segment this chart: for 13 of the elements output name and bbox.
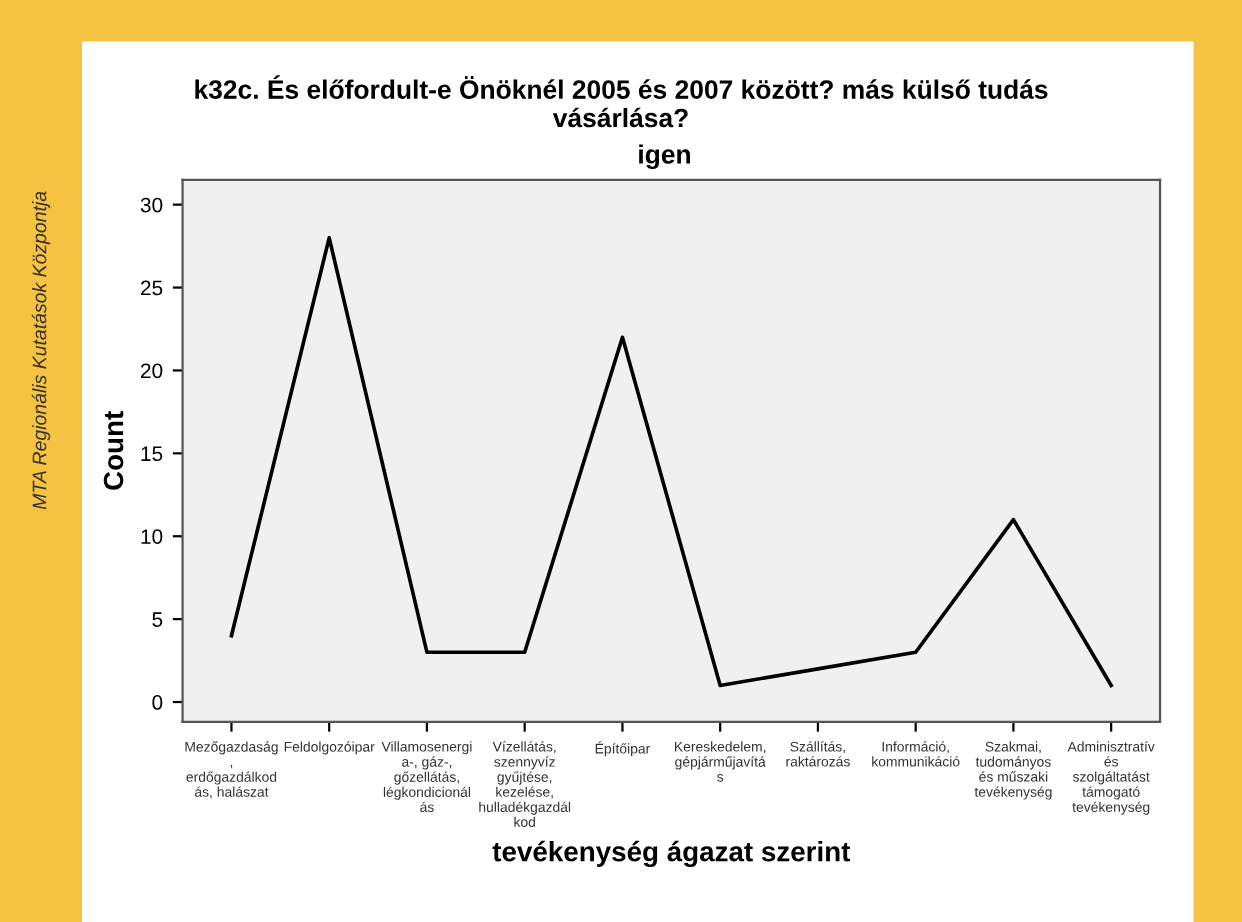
y-tick-label: 30 <box>140 197 163 213</box>
chart-title: k32c. És előfordult-e Önöknél 2005 és 2007 között? más külső tudás vásárlása? <box>195 75 1048 128</box>
text: MTA Regionális Kutatások Központja <box>31 191 51 510</box>
y-tick-label: 10 <box>141 529 163 544</box>
y-tick-label: 25 <box>141 280 163 296</box>
y-tick-label: 5 <box>152 612 163 627</box>
line-series <box>229 236 1113 688</box>
y-tick-label: 15 <box>141 446 163 462</box>
y-axis-title: Count <box>103 411 124 490</box>
x-axis-title: tevékenység ágazat szerint <box>492 840 851 868</box>
y-tick-label: 20 <box>141 363 163 379</box>
y-tick-label: 0 <box>152 695 163 710</box>
chart-subtitle: igen <box>639 144 690 170</box>
